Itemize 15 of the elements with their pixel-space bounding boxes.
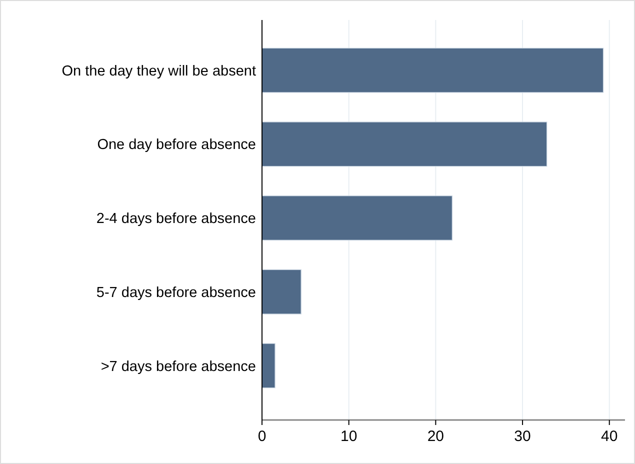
y-tick-label: On the day they will be absent [62, 63, 256, 80]
x-tick-label: 10 [340, 428, 358, 445]
bar [262, 195, 453, 241]
bar [262, 269, 302, 314]
y-tick-label: 5-7 days before absence [96, 284, 256, 301]
x-tick-label: 30 [514, 428, 531, 445]
x-tick-label: 0 [258, 428, 266, 445]
bar [262, 48, 604, 93]
x-tick-label: 40 [601, 428, 618, 445]
bar [262, 343, 276, 388]
x-tick-label: 20 [427, 428, 444, 445]
y-tick-label: >7 days before absence [100, 358, 256, 375]
y-tick-label: One day before absence [97, 137, 256, 154]
bar [262, 122, 548, 167]
y-tick-label: 2-4 days before absence [96, 211, 256, 228]
